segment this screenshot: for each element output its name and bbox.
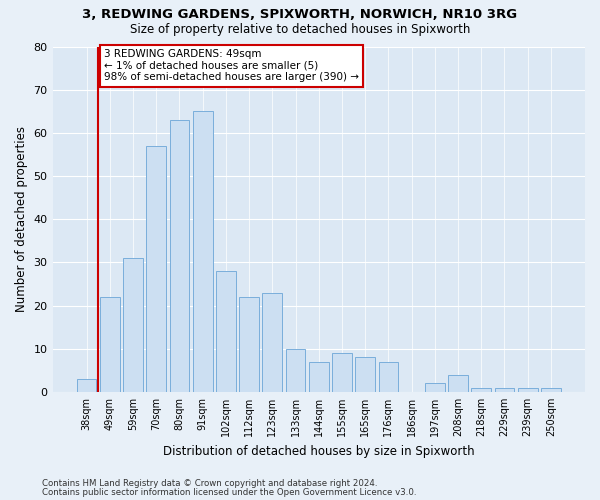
Text: 3 REDWING GARDENS: 49sqm
← 1% of detached houses are smaller (5)
98% of semi-det: 3 REDWING GARDENS: 49sqm ← 1% of detache… (104, 50, 359, 82)
Bar (216, 271, 236, 392)
Text: Contains public sector information licensed under the Open Government Licence v3: Contains public sector information licen… (42, 488, 416, 497)
Bar (193, 112, 212, 392)
Bar (262, 292, 282, 392)
Bar (100, 297, 119, 392)
Bar (448, 374, 468, 392)
Bar (425, 384, 445, 392)
Text: 3, REDWING GARDENS, SPIXWORTH, NORWICH, NR10 3RG: 3, REDWING GARDENS, SPIXWORTH, NORWICH, … (82, 8, 518, 20)
Text: Size of property relative to detached houses in Spixworth: Size of property relative to detached ho… (130, 22, 470, 36)
Bar (309, 362, 329, 392)
Bar (518, 388, 538, 392)
Y-axis label: Number of detached properties: Number of detached properties (15, 126, 28, 312)
Bar (146, 146, 166, 392)
Bar (123, 258, 143, 392)
Bar (332, 353, 352, 392)
Bar (472, 388, 491, 392)
Bar (239, 297, 259, 392)
Bar (170, 120, 190, 392)
Bar (541, 388, 561, 392)
X-axis label: Distribution of detached houses by size in Spixworth: Distribution of detached houses by size … (163, 444, 475, 458)
Bar (379, 362, 398, 392)
Bar (494, 388, 514, 392)
Text: Contains HM Land Registry data © Crown copyright and database right 2024.: Contains HM Land Registry data © Crown c… (42, 480, 377, 488)
Bar (355, 358, 375, 392)
Bar (77, 379, 97, 392)
Bar (286, 349, 305, 392)
